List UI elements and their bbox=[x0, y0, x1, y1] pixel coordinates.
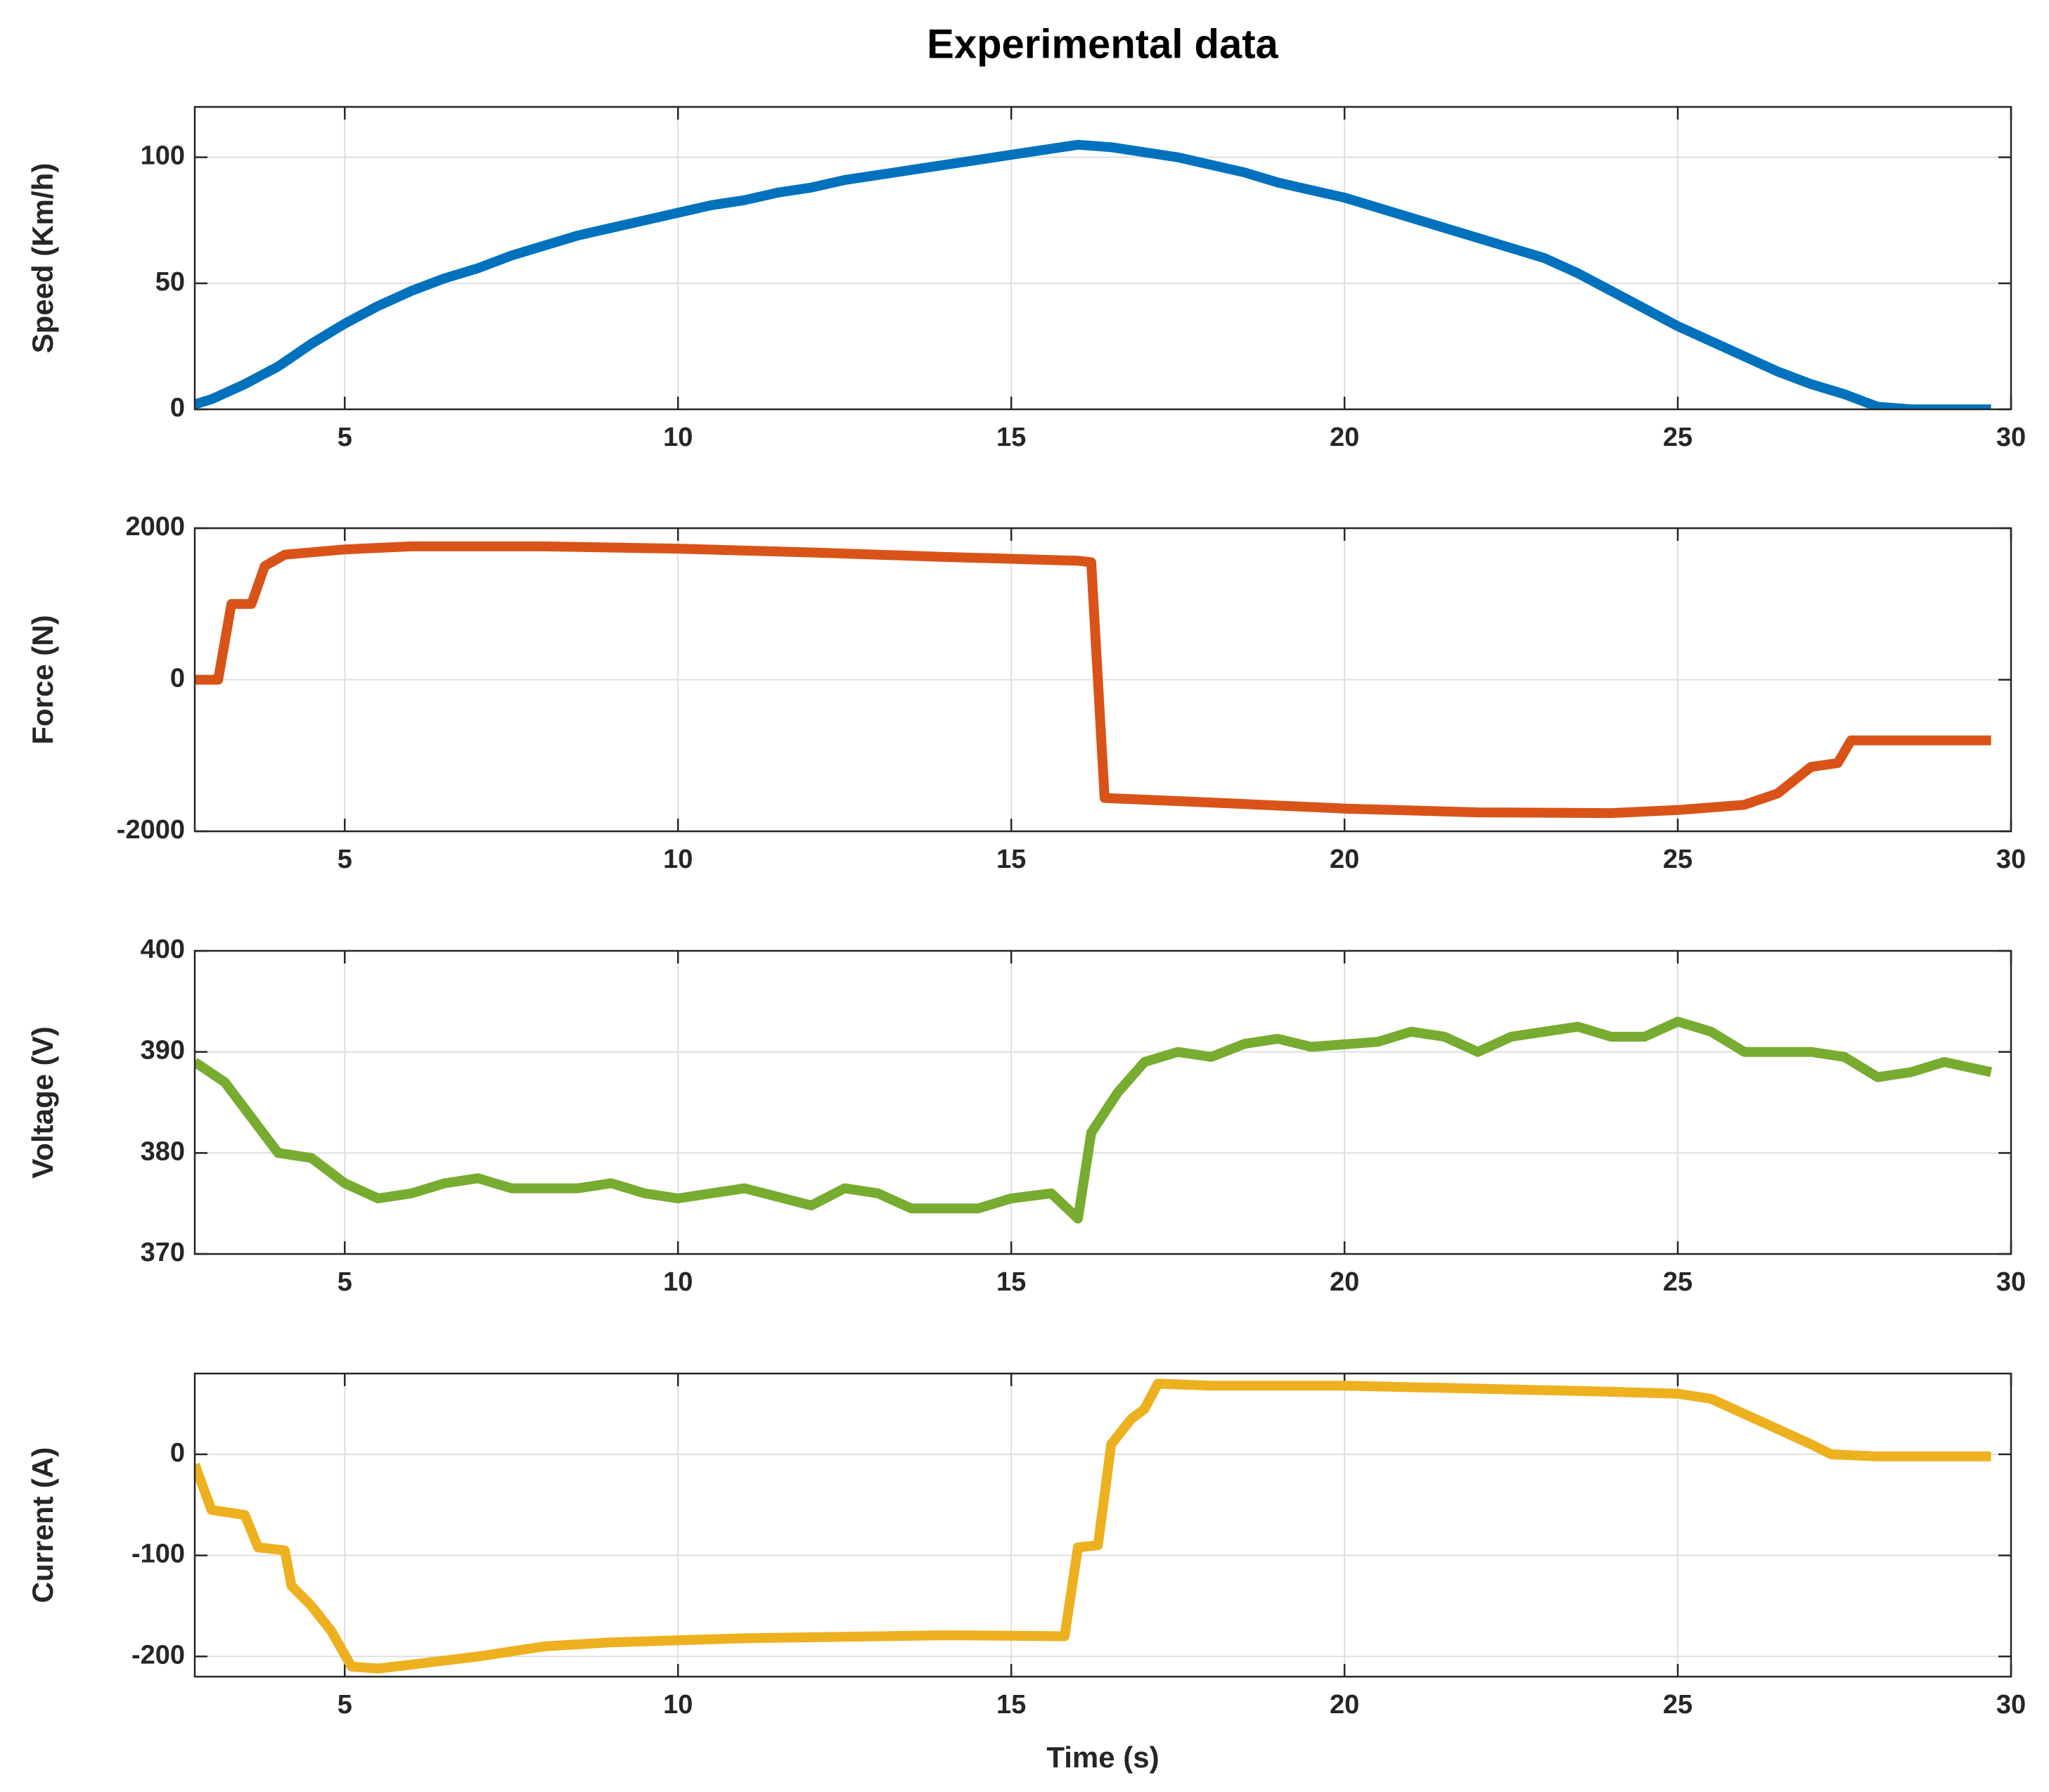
x-tick-label: 15 bbox=[996, 845, 1026, 874]
x-tick-label: 20 bbox=[1330, 1267, 1359, 1297]
x-tick-label: 25 bbox=[1663, 845, 1692, 874]
x-tick-label: 15 bbox=[996, 1690, 1026, 1720]
plot-area bbox=[195, 951, 2011, 1254]
x-tick-label: 25 bbox=[1663, 1267, 1692, 1297]
y-tick-label: -2000 bbox=[117, 815, 185, 845]
x-tick-label: 10 bbox=[663, 1267, 693, 1297]
x-tick-label: 30 bbox=[1996, 1267, 2026, 1297]
y-tick-label: 380 bbox=[141, 1137, 185, 1166]
data-line bbox=[195, 1016, 1993, 1224]
axes-frame bbox=[193, 105, 2012, 411]
plot-area bbox=[195, 107, 2011, 409]
data-line bbox=[195, 541, 1991, 819]
y-tick-label: 0 bbox=[170, 393, 185, 423]
y-axis-label: Speed (Km/h) bbox=[26, 163, 59, 354]
x-tick-label: 25 bbox=[1663, 423, 1692, 452]
x-tick-label: 5 bbox=[338, 845, 352, 874]
x-tick-label: 30 bbox=[1996, 1690, 2026, 1720]
data-line bbox=[195, 139, 1991, 409]
y-tick-label: 370 bbox=[141, 1238, 185, 1267]
y-axis-label: Voltage (V) bbox=[26, 1026, 59, 1178]
y-tick-label: 100 bbox=[141, 141, 185, 171]
axes-frame bbox=[193, 949, 2012, 1255]
x-tick-label: 20 bbox=[1330, 1690, 1359, 1720]
y-tick-label: 390 bbox=[141, 1036, 185, 1065]
y-tick-label: 0 bbox=[170, 1438, 185, 1468]
x-tick-label: 30 bbox=[1996, 423, 2026, 452]
x-tick-label: 15 bbox=[996, 423, 1026, 452]
x-tick-label: 5 bbox=[338, 1690, 352, 1720]
y-tick-label: -100 bbox=[131, 1540, 185, 1569]
y-tick-label: -200 bbox=[131, 1640, 185, 1670]
y-axis-label: Force (N) bbox=[26, 615, 59, 744]
x-tick-label: 5 bbox=[338, 1267, 352, 1297]
axes-frame bbox=[193, 1372, 2012, 1678]
y-axis-label: Current (A) bbox=[26, 1447, 59, 1604]
axes-frame bbox=[193, 527, 2012, 833]
y-tick-label: 2000 bbox=[125, 512, 185, 542]
x-tick-label: 20 bbox=[1330, 845, 1359, 874]
y-tick-label: 0 bbox=[170, 664, 185, 693]
x-tick-label: 10 bbox=[663, 423, 693, 452]
x-tick-label: 5 bbox=[338, 423, 352, 452]
y-tick-label: 400 bbox=[141, 935, 185, 964]
y-tick-label: 50 bbox=[155, 267, 185, 297]
x-tick-label: 15 bbox=[996, 1267, 1026, 1297]
figure-title: Experimental data bbox=[927, 21, 1278, 67]
x-tick-label: 20 bbox=[1330, 423, 1359, 452]
x-tick-label: 10 bbox=[663, 845, 693, 874]
x-tick-label: 25 bbox=[1663, 1690, 1692, 1720]
x-tick-label: 10 bbox=[663, 1690, 693, 1720]
data-line bbox=[195, 1378, 1991, 1674]
x-tick-label: 30 bbox=[1996, 845, 2026, 874]
x-axis-label: Time (s) bbox=[1046, 1741, 1159, 1774]
